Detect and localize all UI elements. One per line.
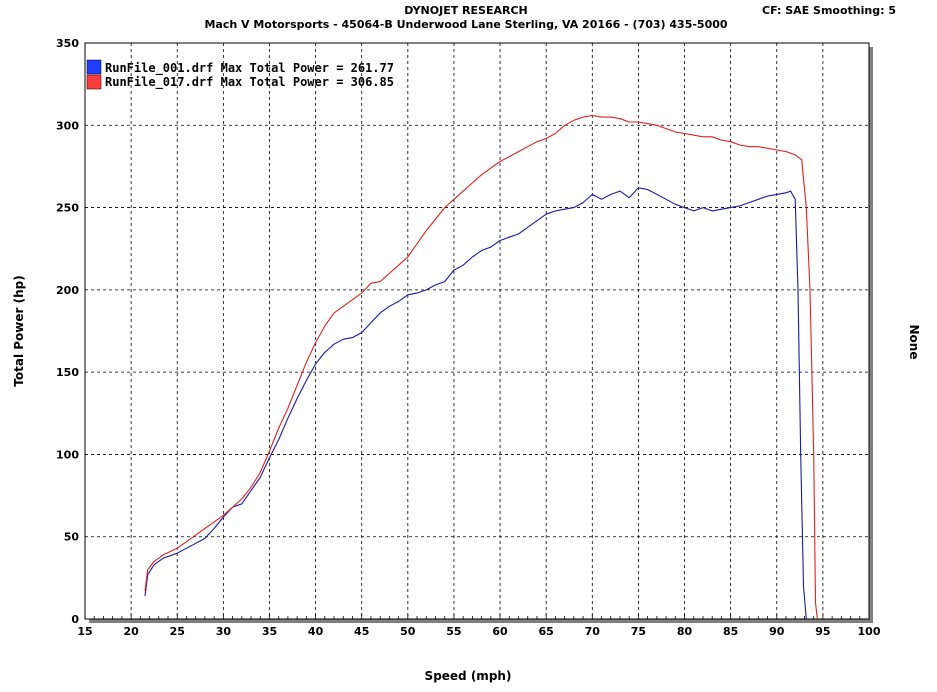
plot-area	[84, 42, 870, 620]
y-tick-label-250: 250	[56, 202, 79, 215]
x-tick-label-60: 60	[492, 625, 508, 638]
legend-label-series-2: RunFile_017.drf Max Total Power = 306.85	[105, 75, 394, 90]
header-shop: Mach V Motorsports - 45064-B Underwood L…	[204, 18, 727, 31]
series-lines	[144, 114, 818, 620]
x-tick-label-65: 65	[539, 625, 554, 638]
y-axis-title: Total Power (hp)	[12, 275, 26, 386]
legend-swatch-series-1	[86, 59, 102, 75]
x-tick-label-35: 35	[262, 625, 277, 638]
x-tick-label-25: 25	[170, 625, 185, 638]
grid-lines	[84, 43, 870, 619]
legend-label-series-1: RunFile_001.drf Max Total Power = 261.77	[105, 61, 394, 76]
x-axis-title: Speed (mph)	[425, 669, 512, 683]
y-tick-label-200: 200	[56, 284, 79, 297]
x-tick-label-50: 50	[400, 625, 416, 638]
x-tick-label-40: 40	[308, 625, 324, 638]
header-company: DYNOJET RESEARCH	[404, 4, 527, 17]
x-tick-label-55: 55	[446, 625, 461, 638]
x-tick-label-15: 15	[77, 625, 92, 638]
y-tick-label-0: 0	[71, 613, 79, 626]
legend-swatch-series-2	[86, 74, 102, 90]
x-tick-label-45: 45	[354, 625, 369, 638]
x-tick-labels: 15 20 25 30 35 40 45 50 55 60 65 70 75 80 85 90 95 100	[77, 625, 880, 638]
x-tick-label-80: 80	[677, 625, 693, 638]
y-tick-label-50: 50	[64, 531, 80, 544]
x-tick-label-20: 20	[123, 625, 139, 638]
x-tick-label-90: 90	[769, 625, 785, 638]
legend: RunFile_001.drf Max Total Power = 261.77…	[86, 59, 394, 90]
series-line-1	[144, 187, 807, 620]
header-settings: CF: SAE Smoothing: 5	[762, 4, 896, 17]
x-tick-label-95: 95	[815, 625, 830, 638]
y-tick-label-150: 150	[56, 366, 79, 379]
y-tick-labels: 0 50 100 150 200 250 300 350	[56, 37, 79, 626]
x-tick-label-30: 30	[216, 625, 232, 638]
x-tick-label-70: 70	[585, 625, 601, 638]
x-tick-label-100: 100	[858, 625, 881, 638]
y-tick-label-100: 100	[56, 448, 79, 461]
x-tick-label-75: 75	[631, 625, 646, 638]
y-tick-label-300: 300	[56, 119, 79, 132]
y2-axis-title: None	[907, 325, 921, 360]
x-tick-label-85: 85	[723, 625, 738, 638]
y-tick-label-350: 350	[56, 37, 79, 50]
series-line-2	[144, 114, 818, 620]
